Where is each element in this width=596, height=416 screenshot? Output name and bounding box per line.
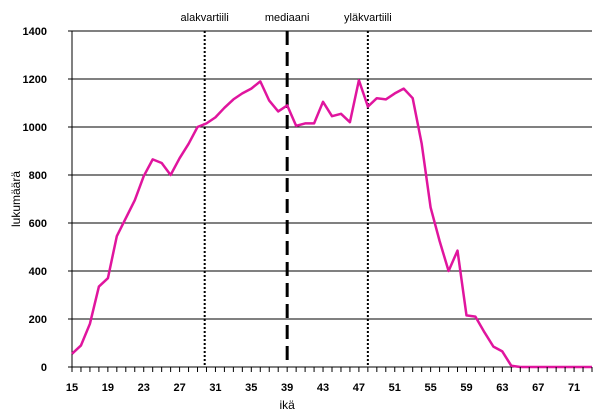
x-tick-label: 63 — [496, 382, 508, 394]
x-tick-label: 43 — [317, 382, 329, 394]
y-tick-label: 1200 — [23, 74, 47, 86]
plot-frame — [71, 31, 592, 368]
marker-label-1: alakvartiili — [181, 12, 229, 24]
y-tick-label: 600 — [29, 218, 47, 230]
marker-label-2: mediaani — [265, 12, 310, 24]
x-tick-label: 55 — [424, 382, 436, 394]
x-tick-label: 19 — [102, 382, 114, 394]
x-tick-label: 39 — [281, 382, 293, 394]
y-tick-label: 1000 — [23, 122, 47, 134]
x-tick-label: 59 — [460, 382, 472, 394]
series-line-1 — [71, 78, 592, 369]
x-tick-label: 27 — [173, 382, 185, 394]
y-axis-title: lukumäärä — [9, 171, 23, 227]
data-series — [71, 78, 593, 369]
x-tick-label: 31 — [209, 382, 221, 394]
axis-ticks: 0 200 400 600 800 1000 1200 1400 15 19 23 27 31 35 39 4… — [23, 26, 593, 394]
x-tick-label: 47 — [353, 382, 365, 394]
x-tick-label: 51 — [389, 382, 401, 394]
x-tick-label: 67 — [532, 382, 544, 394]
x-tick-label: 71 — [568, 382, 580, 394]
y-tick-label: 400 — [29, 266, 47, 278]
x-tick-label: 23 — [138, 382, 150, 394]
gridlines — [72, 30, 592, 320]
y-tick-label: 1400 — [23, 26, 47, 38]
marker-label-3: yläkvartiili — [344, 12, 392, 24]
y-tick-label: 200 — [29, 314, 47, 326]
x-tick-label: 35 — [245, 382, 257, 394]
y-tick-label: 0 — [41, 362, 47, 374]
x-tick-label: 15 — [66, 382, 78, 394]
quartile-markers: alakvartiili mediaani yläkvartiili — [181, 12, 392, 367]
y-tick-label: 800 — [29, 170, 47, 182]
x-axis-title: ikä — [280, 398, 296, 412]
